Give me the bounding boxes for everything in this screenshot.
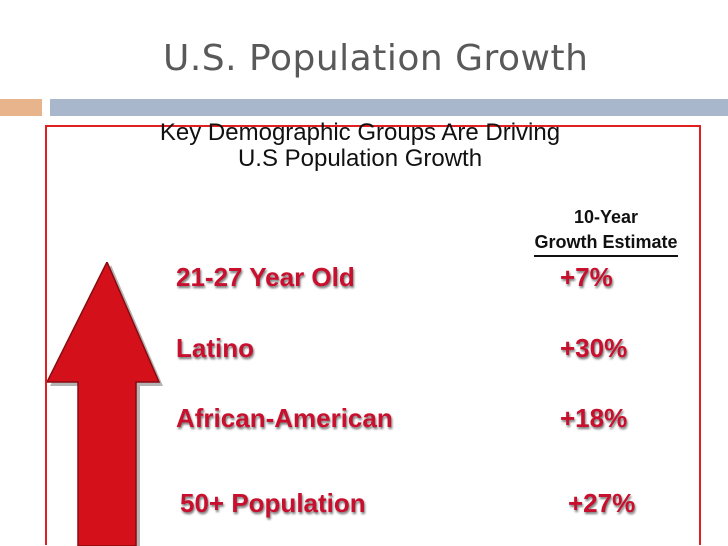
accent-bar-blue xyxy=(50,99,728,116)
column-header-line-2: Growth Estimate xyxy=(534,230,678,257)
heading-line-1: Key Demographic Groups Are Driving xyxy=(159,119,561,146)
column-header-line-1: 10-Year xyxy=(573,207,639,227)
infographic-frame xyxy=(45,125,701,545)
accent-bar-orange xyxy=(0,99,42,116)
infographic-heading: Key Demographic Groups Are Driving U.S P… xyxy=(100,120,620,172)
row-label-african-american: African-American xyxy=(176,403,393,433)
row-label-21-27: 21-27 Year Old xyxy=(176,262,355,292)
slide-title: U.S. Population Growth xyxy=(163,38,589,79)
row-value-latino: +30% xyxy=(560,333,628,363)
row-value-50-plus: +27% xyxy=(568,488,636,518)
row-label-latino: Latino xyxy=(176,333,254,363)
row-label-50-plus: 50+ Population xyxy=(180,488,366,518)
growth-column-header: 10-Year Growth Estimate xyxy=(512,205,700,257)
row-value-african-american: +18% xyxy=(560,403,628,433)
heading-line-2: U.S Population Growth xyxy=(237,145,483,172)
row-value-21-27: +7% xyxy=(560,262,613,292)
up-arrow-icon xyxy=(47,262,163,546)
